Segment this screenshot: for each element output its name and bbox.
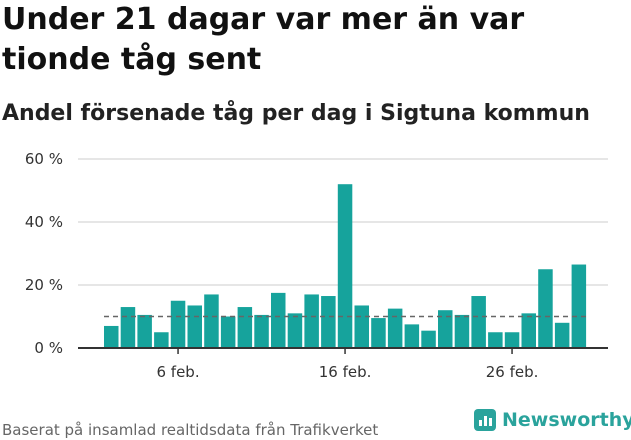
bar — [137, 314, 152, 348]
bars — [104, 184, 587, 348]
bar — [554, 322, 570, 348]
y-tick-label: 60 % — [25, 150, 63, 168]
bar — [237, 307, 253, 348]
bar — [337, 184, 353, 348]
bar — [438, 310, 453, 348]
bar — [488, 332, 503, 348]
x-tick-label: 16 feb. — [319, 363, 372, 381]
x-tick-label: 26 feb. — [486, 363, 539, 381]
bar — [504, 332, 520, 348]
y-tick-label: 40 % — [25, 213, 63, 231]
bar — [170, 300, 186, 348]
chart-subtitle: Andel försenade tåg per dag i Sigtuna ko… — [2, 101, 590, 126]
axes: 0 % 20 % 40 % 60 % 6 feb. 16 feb. 26 feb. — [25, 150, 608, 381]
chart-title: Under 21 dagar var mer än var tionde tåg… — [2, 2, 525, 77]
bar — [254, 314, 269, 348]
bar — [421, 330, 436, 348]
brand-name: Newsworthy — [502, 409, 631, 431]
bar — [371, 318, 386, 348]
bar — [404, 324, 420, 348]
bar — [538, 269, 553, 348]
bar — [187, 305, 202, 348]
bar — [521, 313, 536, 348]
bar — [220, 316, 236, 348]
bar — [104, 325, 119, 348]
bar — [154, 332, 169, 348]
source-note: Baserat på insamlad realtidsdata från Tr… — [2, 421, 379, 439]
bar — [304, 294, 319, 348]
bar — [387, 308, 403, 348]
bar — [454, 314, 470, 348]
bar — [204, 294, 219, 348]
bar — [120, 307, 136, 348]
bar — [471, 296, 486, 348]
x-tick-label: 6 feb. — [156, 363, 199, 381]
bar — [287, 313, 303, 348]
y-tick-label: 0 % — [34, 339, 63, 357]
y-tick-label: 20 % — [25, 276, 63, 294]
newsworthy-logo[interactable]: Newsworthy — [474, 409, 631, 431]
bar — [571, 264, 587, 348]
bar — [271, 292, 286, 348]
bar — [321, 296, 336, 348]
bar — [354, 305, 369, 348]
bar-chart-icon — [474, 409, 496, 431]
